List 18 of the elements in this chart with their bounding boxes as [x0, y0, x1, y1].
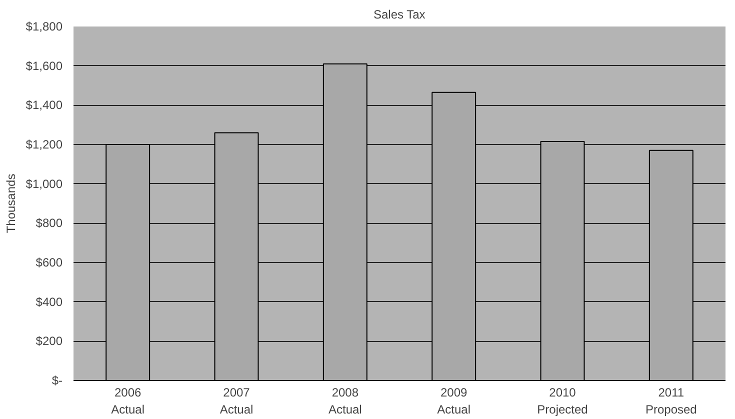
- x-tick-label: 2006 Actual: [111, 386, 145, 416]
- y-tick-label: $1,800: [26, 20, 63, 34]
- x-tick-label: 2011 Proposed: [645, 386, 697, 416]
- x-tick-label: 2009 Actual: [437, 386, 471, 416]
- y-tick-label: $1,000: [26, 176, 63, 191]
- y-axis-title: Thousands: [4, 174, 18, 234]
- chart-title: Sales Tax: [373, 8, 426, 22]
- y-tick-label: $1,400: [26, 98, 63, 112]
- x-tick-label: 2008 Actual: [328, 386, 362, 416]
- y-tick-label: $1,600: [26, 58, 63, 73]
- y-tick-label: $600: [36, 256, 63, 270]
- y-tick-label: $1,200: [26, 138, 63, 152]
- y-tick-label: $-: [52, 374, 63, 388]
- x-tick-label: 2007 Actual: [220, 386, 254, 416]
- y-tick-label: $800: [36, 216, 63, 230]
- y-tick-label: $200: [36, 334, 63, 348]
- y-tick-label: $400: [36, 294, 63, 309]
- x-tick-label: 2010 Projected: [537, 386, 588, 416]
